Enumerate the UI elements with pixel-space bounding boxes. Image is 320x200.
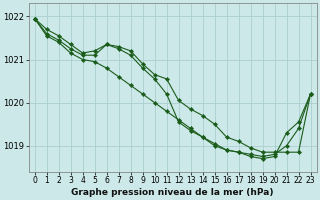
X-axis label: Graphe pression niveau de la mer (hPa): Graphe pression niveau de la mer (hPa) [71, 188, 274, 197]
